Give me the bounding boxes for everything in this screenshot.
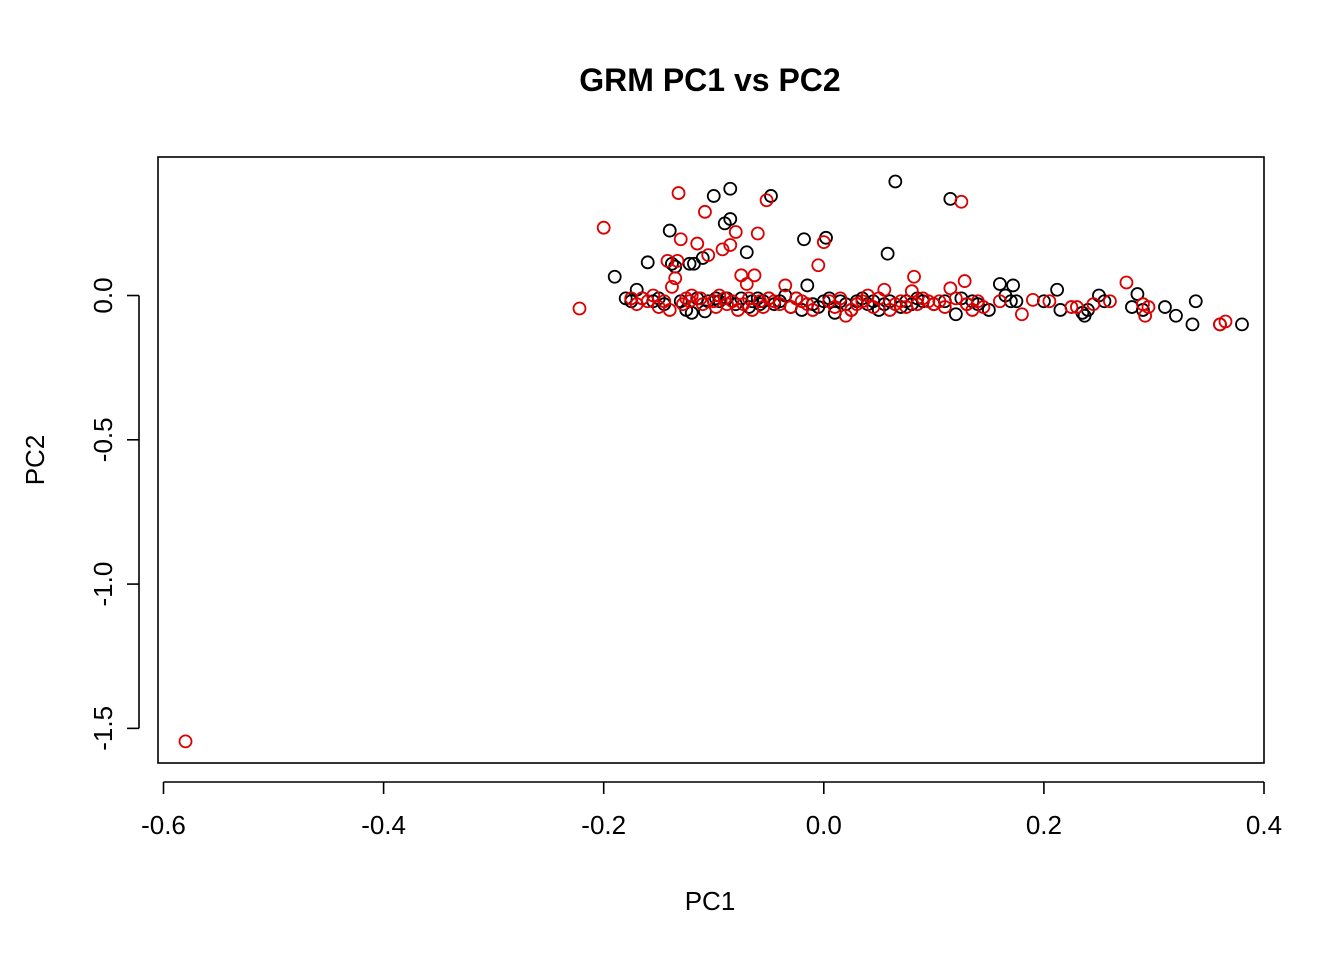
data-point [888, 174, 903, 189]
data-point [877, 282, 892, 297]
data-point [715, 242, 730, 257]
data-point [1218, 314, 1233, 329]
data-point [904, 284, 919, 299]
data-point [957, 274, 972, 288]
data-point [1188, 294, 1203, 309]
y-axis-label: PC2 [20, 435, 50, 486]
data-point [723, 212, 738, 226]
data-point [976, 300, 991, 314]
data-point [1064, 300, 1079, 314]
data-point [759, 193, 774, 208]
data-point [1070, 300, 1084, 314]
x-tick-label: -0.6 [141, 810, 186, 840]
data-point [1169, 308, 1183, 323]
y-tick-label: 0.0 [88, 277, 118, 313]
data-point [690, 236, 705, 251]
data-point [992, 277, 1007, 291]
data-point [948, 291, 963, 306]
data-point [811, 258, 826, 273]
data-point [734, 268, 749, 283]
data-point [764, 189, 778, 203]
data-point [1050, 282, 1065, 297]
data-point [1042, 294, 1057, 309]
data-point [1086, 297, 1101, 312]
y-axis: -1.5 -1.0 -0.5 0.0 [88, 277, 140, 751]
data-point [1125, 300, 1139, 314]
data-point [671, 186, 686, 200]
data-point [723, 181, 738, 196]
data-point [739, 277, 754, 291]
data-point [1119, 275, 1134, 290]
data-point [701, 248, 716, 263]
data-point [954, 194, 969, 209]
data-point [747, 268, 762, 283]
data-point [572, 301, 587, 316]
data-point [1006, 278, 1020, 293]
x-tick-label: 0.4 [1246, 810, 1282, 840]
data-point [816, 235, 831, 250]
data-point [684, 288, 699, 303]
data-point [629, 282, 644, 297]
data-point [943, 191, 958, 206]
x-axis-label: PC1 [685, 886, 736, 916]
data-point [607, 269, 622, 284]
data-point [728, 225, 743, 239]
data-point [1014, 307, 1029, 322]
data-point [1185, 317, 1200, 332]
data-point [717, 291, 732, 306]
y-tick-label: -1.5 [88, 706, 118, 751]
data-point [178, 734, 193, 749]
data-point [797, 232, 811, 247]
data-point [1235, 317, 1249, 332]
data-point [1158, 300, 1172, 314]
data-point [660, 253, 675, 268]
plot-frame [157, 156, 1265, 764]
data-point [1009, 294, 1024, 309]
data-point [800, 278, 815, 293]
data-point [783, 300, 798, 314]
y-tick-label: -1.0 [88, 562, 118, 607]
data-point [992, 294, 1007, 309]
data-point [1053, 303, 1068, 317]
data-point [662, 303, 677, 317]
x-tick-label: 0.0 [806, 810, 842, 840]
data-point [646, 288, 661, 303]
data-point [665, 279, 679, 294]
y-tick-label: -0.5 [88, 417, 118, 462]
data-point [833, 291, 848, 306]
data-point [805, 303, 820, 317]
data-point [670, 253, 685, 268]
data-point [723, 238, 738, 252]
data-point [750, 226, 765, 241]
data-point [1141, 300, 1156, 314]
data-point [778, 278, 793, 293]
data-point [668, 271, 683, 286]
data-point [596, 220, 611, 235]
data-point [880, 246, 895, 261]
data-point [907, 269, 921, 284]
data-point [1025, 292, 1040, 307]
data-point [662, 223, 677, 238]
data-point [948, 307, 963, 322]
data-points [178, 174, 1249, 749]
x-tick-label: 0.2 [1026, 810, 1062, 840]
data-point [1103, 294, 1117, 309]
data-point [673, 232, 688, 247]
data-point [698, 204, 712, 219]
data-point [739, 245, 754, 260]
x-axis: -0.6 -0.4 -0.2 0.0 0.2 0.4 [141, 781, 1282, 840]
chart-title: GRM PC1 vs PC2 [579, 62, 840, 98]
data-point [640, 255, 655, 270]
x-tick-label: -0.2 [581, 810, 626, 840]
x-tick-label: -0.4 [361, 810, 406, 840]
data-point [1003, 294, 1018, 309]
data-point [693, 291, 708, 306]
data-point [709, 291, 723, 306]
data-point [706, 189, 721, 203]
data-point [1138, 308, 1153, 323]
data-point [937, 300, 952, 314]
